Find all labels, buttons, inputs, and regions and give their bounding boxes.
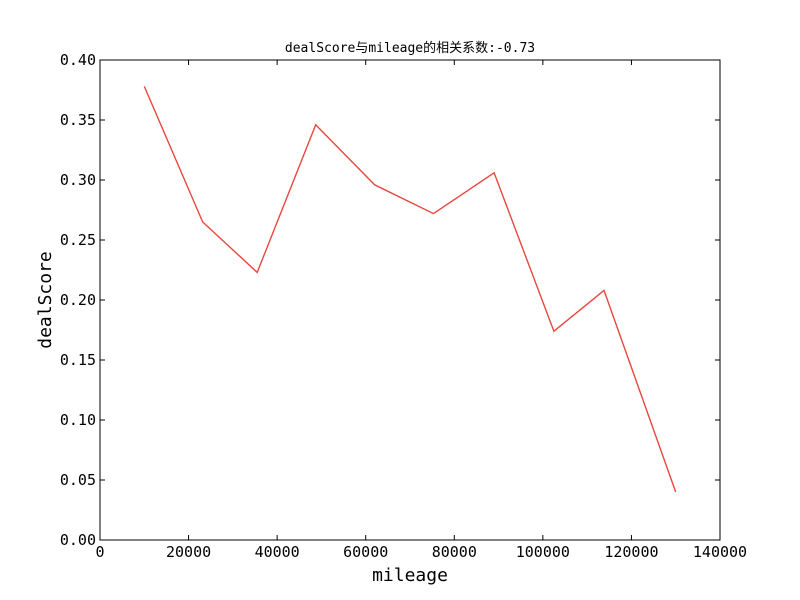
chart-title: dealScore与mileage的相关系数:-0.73 [285, 40, 535, 56]
y-axis-label: dealScore [35, 251, 56, 349]
plot-background [100, 60, 720, 540]
series-line [143, 86, 677, 493]
x-tick-labels: 0 20000 40000 60000 80000 100000 120000 140000 [95, 543, 747, 561]
y-tick-label: 0.30 [60, 171, 96, 189]
x-tick-label: 60000 [343, 543, 388, 561]
y-tick-label: 0.10 [60, 411, 96, 429]
x-tick-label: 120000 [604, 543, 658, 561]
x-tick-label: 40000 [255, 543, 300, 561]
y-tick-label: 0.35 [60, 111, 96, 129]
y-tick-label: 0.25 [60, 231, 96, 249]
x-tick-label: 80000 [432, 543, 477, 561]
y-tick-label: 0.40 [60, 51, 96, 69]
x-tick-label: 20000 [166, 543, 211, 561]
y-tick-label: 0.05 [60, 471, 96, 489]
y-tick-labels: 0.00 0.05 0.10 0.15 0.20 0.25 0.30 0.35 0.40 [60, 51, 96, 549]
y-tick-label: 0.20 [60, 291, 96, 309]
plot-area [99, 59, 721, 541]
y-tick-label: 0.00 [60, 531, 96, 549]
x-tick-label: 100000 [516, 543, 570, 561]
series-layer [143, 86, 677, 493]
x-tick-label: 0 [95, 543, 104, 561]
x-tick-label: 140000 [693, 543, 747, 561]
y-tick-label: 0.15 [60, 351, 96, 369]
x-axis-label: mileage [372, 565, 448, 586]
plot-frame [99, 59, 721, 541]
